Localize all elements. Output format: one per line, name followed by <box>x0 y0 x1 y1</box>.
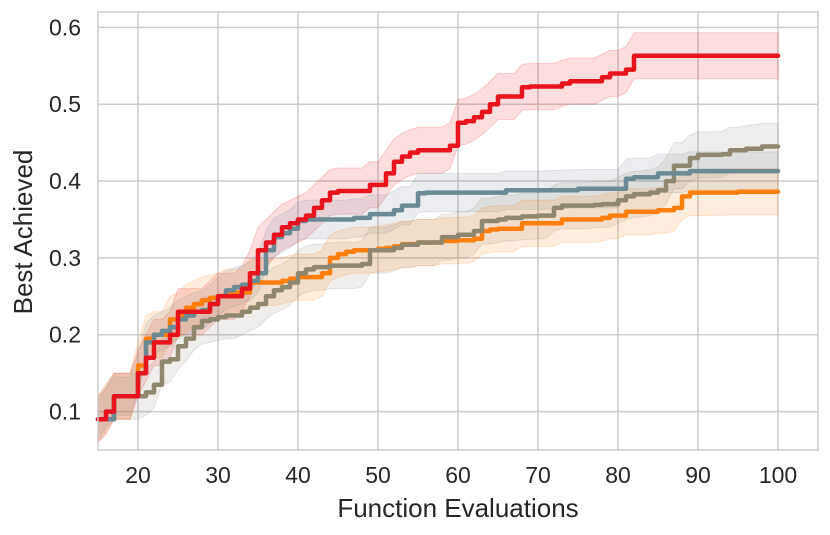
x-tick-label: 60 <box>445 462 471 488</box>
grid <box>98 12 818 450</box>
line-khaki <box>95 144 781 422</box>
line-red <box>95 53 781 422</box>
y-tick-label: 0.6 <box>49 14 81 40</box>
x-tick-labels: 20 30 40 50 60 70 80 90 100 <box>125 462 797 488</box>
x-tick-label: 20 <box>125 462 151 488</box>
y-tick-label: 0.5 <box>49 91 81 117</box>
y-tick-label: 0.2 <box>49 322 81 348</box>
y-tick-label: 0.4 <box>49 168 81 194</box>
y-tick-label: 0.1 <box>49 399 81 425</box>
y-axis-label: Best Achieved <box>8 150 38 315</box>
band-orange <box>97 168 779 444</box>
x-axis-label: Function Evaluations <box>337 493 578 523</box>
x-tick-label: 100 <box>759 462 797 488</box>
x-tick-label: 70 <box>525 462 551 488</box>
x-tick-label: 40 <box>285 462 311 488</box>
series-lines <box>95 53 781 422</box>
y-tick-labels: 0.1 0.2 0.3 0.4 0.5 0.6 <box>49 14 81 424</box>
x-tick-label: 30 <box>205 462 231 488</box>
plot-frame <box>97 11 819 451</box>
x-tick-label: 50 <box>365 462 391 488</box>
x-tick-label: 80 <box>605 462 631 488</box>
y-tick-label: 0.3 <box>49 245 81 271</box>
band-red <box>97 32 779 444</box>
x-tick-label: 90 <box>685 462 711 488</box>
